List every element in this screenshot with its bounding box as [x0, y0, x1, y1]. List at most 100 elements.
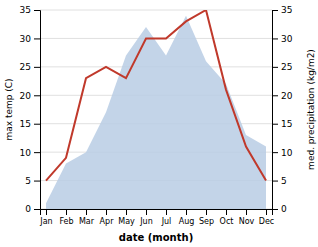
chart-container: Jan Feb Mar AprMay Jun Jul Aug Sep Oct Nov Dec 0 5 10…	[0, 0, 318, 247]
grid-line	[40, 10, 272, 11]
tick-label: May	[118, 217, 135, 226]
tick: Aug	[179, 209, 195, 226]
tick-mark	[34, 95, 40, 96]
tick-mark	[272, 152, 278, 153]
tick-label: 10	[20, 148, 32, 158]
tick-label: Oct	[220, 217, 234, 226]
x-axis: Jan Feb Mar AprMay Jun Jul Aug Sep Oct Nov Dec	[39, 209, 274, 226]
tick-label: Aug	[179, 217, 195, 226]
tick: Oct	[220, 209, 234, 226]
y-axis-title: max temp (C)	[4, 78, 14, 140]
tick-mark	[46, 209, 47, 215]
tick-label: 35	[281, 5, 292, 15]
tick: 35	[272, 5, 292, 15]
tick: 30	[20, 34, 40, 44]
tick: May	[118, 209, 135, 226]
tick-label: 0	[281, 204, 287, 214]
tick: 0	[25, 204, 40, 214]
tick-mark	[34, 209, 40, 210]
tick-label: 35	[20, 5, 31, 15]
tick-mark	[146, 209, 147, 215]
tick-label: 25	[281, 62, 292, 72]
tick-mark	[86, 209, 87, 215]
tick: 5	[25, 176, 40, 186]
tick-label: Feb	[59, 217, 73, 226]
y-axis: 0 5 10 15 20 25 30 35	[20, 5, 41, 214]
tick-mark	[206, 209, 207, 215]
tick-label: 15	[281, 119, 292, 129]
tick-mark	[272, 181, 278, 182]
tick: 0	[272, 204, 287, 214]
tick-label: 30	[20, 34, 32, 44]
tick: Nov	[239, 209, 255, 226]
tick-label: 5	[281, 176, 287, 186]
tick: 35	[20, 5, 40, 15]
line	[46, 10, 266, 181]
tick: Dec	[259, 209, 274, 226]
tick: Sep	[199, 209, 214, 226]
tick-mark	[34, 38, 40, 39]
tick: 20	[20, 91, 40, 101]
tick-mark	[272, 38, 278, 39]
tick: Apr	[100, 209, 115, 226]
plot-area	[46, 10, 266, 209]
tick-label: 20	[281, 91, 293, 101]
tick: Feb	[59, 209, 73, 226]
tick-label: 15	[20, 119, 31, 129]
tick-label: 30	[281, 34, 293, 44]
tick-mark	[66, 209, 67, 215]
tick-mark	[34, 10, 40, 11]
tick-mark	[266, 209, 267, 215]
tick: Mar	[79, 209, 95, 226]
tick-mark	[166, 209, 167, 215]
tick-label: Jun	[139, 217, 153, 226]
axis-line	[273, 11, 279, 210]
y2-axis-title: med. precipitation (kg/m2)	[306, 49, 316, 170]
plot-root: Jan Feb Mar AprMay Jun Jul Aug Sep Oct Nov Dec 0 5 10…	[4, 5, 316, 243]
tick-mark	[226, 209, 227, 215]
tick-mark	[106, 209, 107, 215]
axis-line	[34, 11, 41, 210]
tick: 5	[272, 176, 287, 186]
tick: Jun	[139, 209, 153, 226]
tick: 15	[272, 119, 292, 129]
tick-mark	[34, 181, 40, 182]
tick-mark	[34, 67, 40, 68]
tick-mark	[272, 95, 278, 96]
tick-mark	[34, 124, 40, 125]
tick-label: 10	[281, 148, 293, 158]
tick: 25	[272, 62, 292, 72]
tick-mark	[34, 152, 40, 153]
tick-label: 20	[20, 91, 32, 101]
tick-label: Jan	[39, 217, 52, 226]
tick-mark	[272, 67, 278, 68]
x-axis-title: date (month)	[119, 232, 193, 243]
tick: 20	[272, 91, 293, 101]
tick-label: Nov	[239, 217, 255, 226]
grid	[40, 10, 272, 209]
tick: 10	[272, 148, 293, 158]
tick-label: Apr	[100, 217, 115, 226]
tick-mark	[272, 10, 278, 11]
chart-svg: Jan Feb Mar AprMay Jun Jul Aug Sep Oct Nov Dec 0 5 10…	[0, 0, 318, 247]
tick: 30	[272, 34, 293, 44]
tick: 15	[20, 119, 40, 129]
tick-label: Mar	[79, 217, 95, 226]
tick-mark	[272, 124, 278, 125]
tick-mark	[272, 209, 278, 210]
tick-label: Sep	[199, 217, 214, 226]
tick-mark	[186, 209, 187, 215]
tick-label: 5	[25, 176, 31, 186]
tick-label: 0	[25, 204, 31, 214]
tick-label: Jul	[161, 217, 172, 226]
tick-label: 25	[20, 62, 31, 72]
tick-mark	[126, 209, 127, 215]
tick: Jul	[161, 209, 172, 226]
tick: Jan	[39, 209, 52, 226]
axis-line	[41, 210, 273, 216]
tick: 10	[20, 148, 40, 158]
tick: 25	[20, 62, 40, 72]
tick-label: Dec	[259, 217, 274, 226]
y2-axis: 0 5 10 15 20 25 30 35	[272, 5, 293, 214]
tick-mark	[246, 209, 247, 215]
